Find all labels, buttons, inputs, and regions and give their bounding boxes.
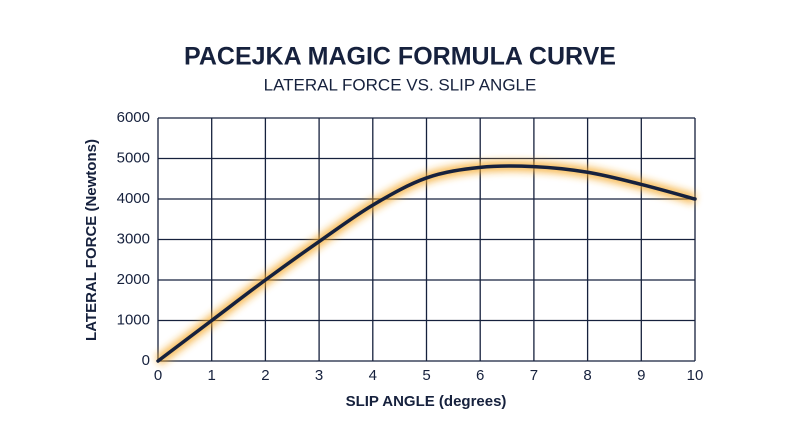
x-axis-label: SLIP ANGLE (degrees) — [346, 393, 507, 410]
x-tick-label: 8 — [583, 367, 591, 384]
line — [156, 164, 697, 363]
chart-title: PACEJKA MAGIC FORMULA CURVE — [184, 43, 616, 71]
y-tick-label: 3000 — [117, 230, 150, 247]
y-tick-label: 5000 — [117, 149, 150, 166]
y-tick-label: 6000 — [117, 109, 150, 126]
x-tick-label: 6 — [476, 367, 484, 384]
x-tick-label: 5 — [422, 367, 430, 384]
x-tick-label: 1 — [208, 367, 216, 384]
chart-subtitle: LATERAL FORCE VS. SLIP ANGLE — [264, 75, 537, 94]
x-tick-label: 4 — [369, 367, 377, 384]
y-tick-label: 0 — [142, 352, 150, 369]
x-tick-label: 7 — [530, 367, 538, 384]
y-tick-label: 2000 — [117, 271, 150, 288]
y-tick-label: 4000 — [117, 190, 150, 207]
x-tick-label: 9 — [637, 367, 645, 384]
x-tick-label: 0 — [154, 367, 162, 384]
x-tick-label: 10 — [687, 367, 704, 384]
x-tick-label: 3 — [315, 367, 323, 384]
x-tick-label: 2 — [261, 367, 269, 384]
y-tick-label: 1000 — [117, 311, 150, 328]
y-axis-label: LATERAL FORCE (Newtons) — [83, 139, 100, 341]
